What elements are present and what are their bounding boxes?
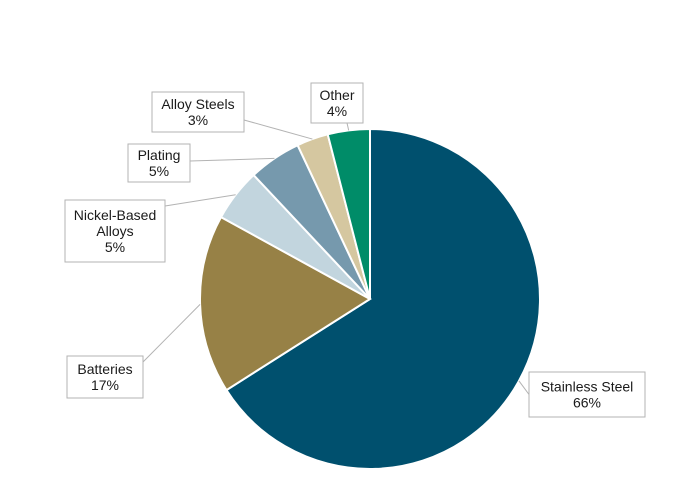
- data-label-name: Other: [319, 87, 354, 103]
- pie-slice-batteries: [199, 215, 372, 392]
- data-label-box: [66, 355, 144, 399]
- leader-line-alloy-steels: [243, 119, 313, 140]
- leader-line-batteries: [142, 303, 201, 363]
- leader-line-plating: [189, 157, 275, 162]
- data-label-value: 3%: [188, 112, 208, 128]
- data-label-box: [151, 91, 245, 133]
- data-label-value: 66%: [573, 395, 601, 411]
- data-label-value: 4%: [327, 103, 347, 119]
- pie-slice-stainless-steel: [225, 127, 541, 470]
- data-label-name: Batteries: [77, 361, 132, 377]
- data-label-box: [64, 199, 166, 263]
- data-label-box: [127, 143, 191, 183]
- leader-lines: [142, 119, 530, 395]
- data-label-name: Nickel-Based: [74, 207, 156, 223]
- data-label-name: Plating: [138, 147, 181, 163]
- data-label-box: [310, 82, 364, 124]
- data-label-value: 5%: [149, 163, 169, 179]
- data-label-name: Alloy Steels: [161, 96, 234, 112]
- data-label-value: 17%: [91, 377, 119, 393]
- leader-line-other: [346, 122, 350, 131]
- pie-slices: [199, 127, 541, 470]
- leader-line-stainless-steel: [518, 380, 530, 395]
- pie-slice-other: [326, 127, 371, 300]
- leader-line-nickel-based-alloys: [164, 194, 236, 207]
- data-label-box: [528, 371, 646, 418]
- data-label-value: 5%: [105, 239, 125, 255]
- data-label-name: Alloys: [96, 223, 133, 239]
- data-label-name: Stainless Steel: [541, 379, 634, 395]
